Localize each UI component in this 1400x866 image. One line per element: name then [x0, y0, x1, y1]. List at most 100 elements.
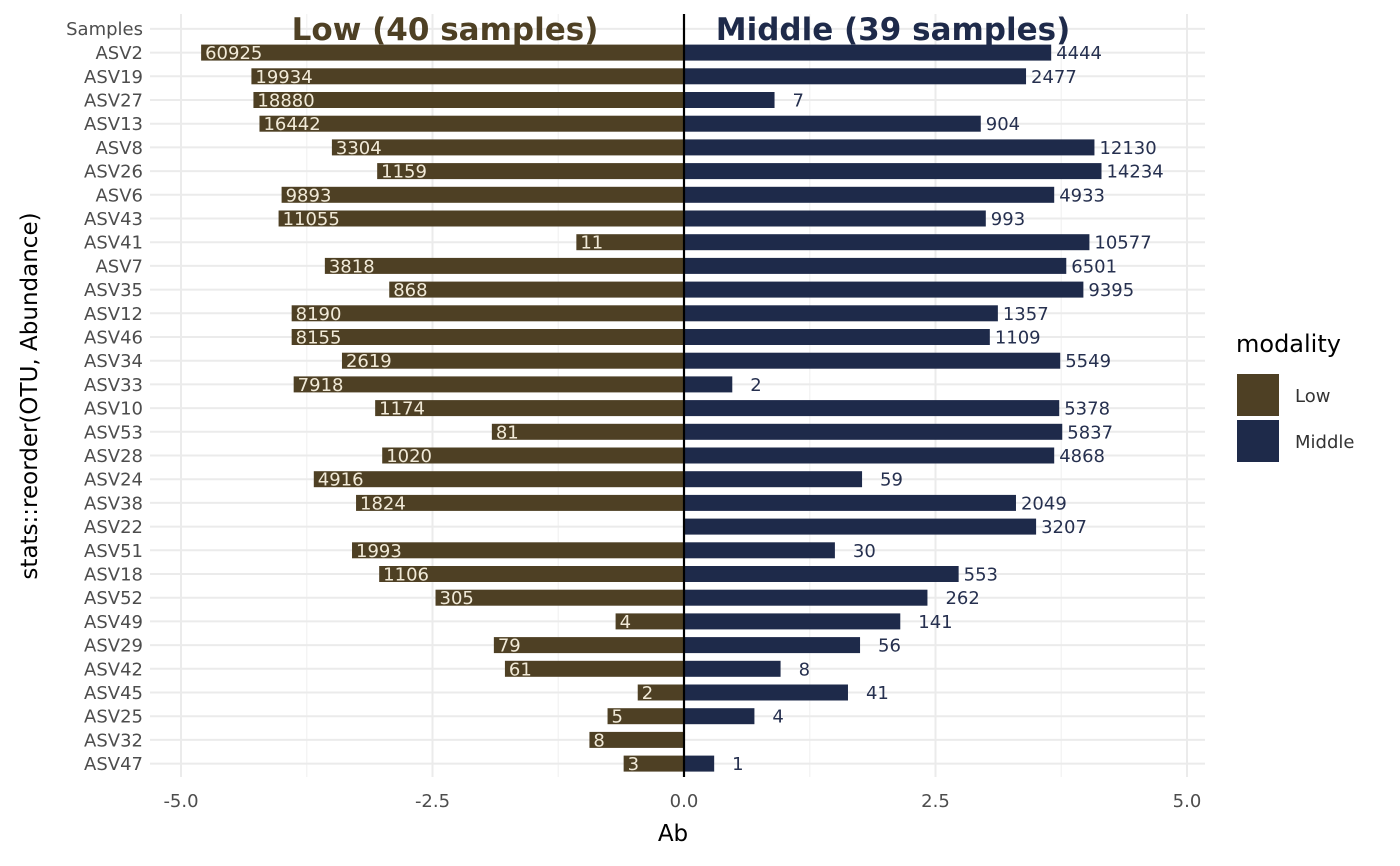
bar-low [379, 566, 684, 582]
header-middle: Middle (39 samples) [716, 12, 1071, 48]
data-label-middle: 30 [853, 541, 876, 562]
data-label-middle: 904 [986, 114, 1020, 135]
y-tick-label: ASV46 [84, 328, 143, 349]
bar-low [259, 115, 684, 132]
y-tick-label: ASV18 [84, 565, 143, 586]
data-label-low: 1174 [379, 399, 425, 420]
data-label-low: 18880 [257, 91, 314, 112]
data-label-middle: 1 [732, 754, 743, 775]
data-label-low: 8 [593, 730, 604, 751]
data-label-low: 16442 [263, 114, 320, 135]
legend: modality Low Middle [1236, 330, 1354, 462]
data-label-middle: 8 [799, 659, 810, 680]
bar-middle [684, 376, 733, 393]
data-label-middle: 4 [772, 707, 783, 728]
bar-low [201, 44, 684, 61]
bar-low [389, 281, 684, 298]
y-tick-label: ASV49 [84, 612, 143, 633]
bar-low [352, 542, 684, 559]
y-tick-label: ASV43 [84, 209, 143, 230]
data-label-middle: 41 [866, 683, 889, 704]
bar-low [291, 305, 684, 322]
bar-middle [684, 44, 1052, 61]
data-label-low: 9893 [286, 185, 332, 206]
bar-middle [684, 186, 1055, 203]
y-tick-label: ASV32 [84, 730, 143, 751]
data-label-middle: 10577 [1094, 233, 1151, 254]
bar-middle [684, 447, 1055, 464]
bar-middle [684, 589, 928, 606]
data-label-low: 11055 [283, 209, 340, 230]
x-tick-label: -5.0 [163, 791, 198, 812]
data-label-low: 79 [498, 636, 521, 657]
bar-low [576, 234, 684, 251]
y-tick-label: ASV29 [84, 636, 143, 657]
legend-label-middle: Middle [1295, 432, 1354, 453]
y-tick-label: ASV13 [84, 114, 143, 135]
bar-middle [684, 566, 959, 582]
data-label-middle: 3207 [1041, 517, 1087, 538]
y-tick-label: ASV26 [84, 162, 143, 183]
bar-low [491, 423, 684, 440]
data-label-middle: 4933 [1059, 185, 1105, 206]
bar-middle [684, 163, 1102, 180]
data-label-middle: 553 [964, 565, 998, 586]
data-label-low: 60925 [205, 43, 262, 64]
bar-low [377, 163, 684, 180]
y-tick-label: ASV10 [84, 399, 143, 420]
bar-low [615, 613, 684, 630]
data-label-low: 2 [642, 683, 653, 704]
x-tick-label: 0.0 [670, 791, 699, 812]
data-label-middle: 12130 [1099, 138, 1156, 159]
legend-label-low: Low [1295, 386, 1330, 407]
data-label-low: 19934 [255, 67, 312, 88]
bar-low [356, 494, 684, 511]
bar-low [253, 92, 684, 108]
bar-middle [684, 115, 981, 132]
data-label-low: 1824 [360, 493, 406, 514]
y-tick-label: ASV41 [84, 233, 143, 254]
bar-middle [684, 494, 1016, 511]
bar-middle [684, 305, 998, 322]
x-tick-label: -2.5 [415, 791, 450, 812]
y-tick-label: ASV33 [84, 375, 143, 396]
y-tick-label: ASV25 [84, 707, 143, 728]
bar-low [293, 376, 684, 393]
data-label-low: 7918 [298, 375, 344, 396]
y-tick-label: ASV6 [95, 185, 143, 206]
data-label-middle: 4868 [1059, 446, 1105, 467]
data-label-middle: 5837 [1067, 422, 1113, 443]
data-label-middle: 1357 [1003, 304, 1049, 325]
bar-low [313, 471, 684, 488]
bar-middle [684, 613, 901, 630]
y-tick-label: ASV24 [84, 470, 143, 491]
x-axis-title: Ab [658, 821, 688, 847]
top-row-label: Samples [66, 19, 143, 40]
bar-middle [684, 423, 1063, 440]
bar-low [435, 589, 684, 606]
bar-middle [684, 352, 1061, 369]
bar-low [324, 257, 684, 274]
data-label-low: 3304 [336, 138, 382, 159]
y-tick-label: ASV28 [84, 446, 143, 467]
data-label-low: 8155 [296, 328, 342, 349]
bar-middle [684, 234, 1090, 251]
header-low: Low (40 samples) [292, 12, 599, 48]
bar-low [341, 352, 684, 369]
y-tick-label: ASV22 [84, 517, 143, 538]
bars [201, 44, 1102, 772]
bar-middle [684, 660, 781, 677]
data-label-middle: 4444 [1056, 43, 1102, 64]
data-label-middle: 2 [750, 375, 761, 396]
y-axis-title: stats::reorder(OTU, Abundance) [17, 212, 43, 579]
data-label-middle: 59 [880, 470, 903, 491]
bar-middle [684, 471, 863, 488]
y-tick-label: ASV45 [84, 683, 143, 704]
bar-middle [684, 755, 715, 772]
data-label-low: 2619 [346, 351, 392, 372]
data-label-middle: 1109 [995, 328, 1041, 349]
bar-low [504, 660, 684, 677]
